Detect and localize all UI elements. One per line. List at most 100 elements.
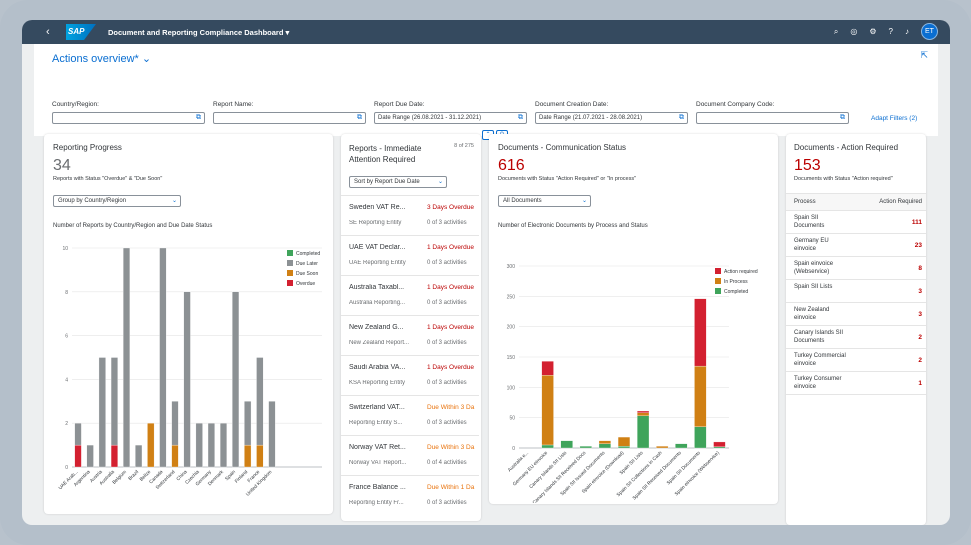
list-item[interactable]: New Zealand G... New Zealand Report... 1 D… — [341, 315, 479, 355]
action-required-count: 111 — [911, 219, 922, 226]
due-date-input[interactable]: Date Range (26.08.2021 - 31.12.2021) ⧉ — [374, 112, 527, 124]
process-name: Turkey Commercial einvoice — [794, 352, 874, 368]
card-title[interactable]: Reports - Immediate Attention Required — [349, 143, 421, 165]
list-item[interactable]: Saudi Arabia VA... KSA Reporting Entity 1 … — [341, 355, 479, 395]
table-row[interactable]: New Zealand einvoice 3 — [786, 303, 926, 326]
filter-company-code: Document Company Code: ⧉ — [696, 101, 849, 124]
kpi-value: 616 — [498, 157, 525, 174]
list-item[interactable]: UAE VAT Declar... UAE Reporting Entity 1 D… — [341, 235, 479, 275]
app-title-text: Document and Reporting Compliance Dashbo… — [108, 27, 284, 37]
filter-country-label: Country/Region: — [52, 101, 99, 108]
help-icon[interactable]: ? — [888, 27, 893, 36]
process-name: Spain SII Documents — [794, 214, 874, 230]
bar-segment — [207, 423, 215, 468]
y-tick-label: 100 — [507, 385, 516, 391]
list-item[interactable]: Switzerland VAT... Reporting Entity S... D… — [341, 395, 479, 435]
report-name-input[interactable]: ⧉ — [213, 112, 366, 124]
calendar-icon[interactable]: ⧉ — [679, 114, 684, 121]
creation-date-input[interactable]: Date Range (21.07.2021 - 28.08.2021) ⧉ — [535, 112, 688, 124]
country-input[interactable]: ⧉ — [52, 112, 205, 124]
process-line1: Turkey Commercial — [794, 353, 846, 359]
bar-segment — [123, 247, 131, 468]
group-by-select[interactable]: Group by Country/Region ⌄ — [53, 195, 181, 207]
y-tick-label: 50 — [509, 416, 515, 422]
legend-swatch — [287, 270, 293, 276]
bar-segment — [541, 375, 554, 446]
value-help-icon[interactable]: ⧉ — [357, 114, 362, 121]
list-item[interactable]: Australia Taxabl... Australia Reporting..… — [341, 275, 479, 315]
y-tick-label: 8 — [65, 290, 68, 296]
app-title[interactable]: Document and Reporting Compliance Dashbo… — [108, 27, 290, 37]
share-icon[interactable]: ⇱ — [920, 50, 928, 60]
x-tick-label: Canary Islands SII Lists — [528, 450, 568, 490]
process-name: Spain einvoice (Webservice) — [794, 260, 874, 276]
bar-segment — [713, 446, 726, 449]
table-row[interactable]: Turkey Consumer einvoice 1 — [786, 372, 926, 395]
reporting-entity: Reporting Entity Fr... — [349, 500, 404, 506]
table-row[interactable]: Turkey Commercial einvoice 2 — [786, 349, 926, 372]
bar-segment — [656, 446, 669, 449]
sort-value: Sort by Report Due Date — [354, 179, 420, 185]
activity-progress: 0 of 4 activities — [427, 460, 467, 466]
legend-label: Completed — [296, 251, 320, 257]
kpi-value: 34 — [53, 157, 71, 174]
card-title[interactable]: Documents - Action Required — [794, 143, 899, 152]
report-name: Australia Taxabl... — [349, 284, 405, 291]
action-required-count: 2 — [918, 357, 922, 364]
bar-segment — [74, 444, 82, 468]
action-required-count: 23 — [914, 242, 922, 249]
value-help-icon[interactable]: ⧉ — [196, 114, 201, 121]
filter-creation-date-label: Document Creation Date: — [535, 101, 609, 108]
table-row[interactable]: Canary Islands SII Documents 2 — [786, 326, 926, 349]
adapt-filters-button[interactable]: Adapt Filters (2) — [871, 115, 918, 122]
search-icon[interactable]: ⌕ — [833, 26, 839, 36]
filter-bar: Actions overview* ⌄ ⇱ Country/Region: ⧉ … — [34, 44, 938, 140]
variant-selector[interactable]: Actions overview* ⌄ — [52, 52, 151, 65]
bar-segment — [268, 401, 276, 468]
company-code-input[interactable]: ⧉ — [696, 112, 849, 124]
bar-segment — [637, 412, 650, 416]
x-tick-label: Finland — [234, 469, 250, 485]
bar-segment — [256, 444, 264, 468]
calendar-icon[interactable]: ⧉ — [518, 114, 523, 121]
card-title[interactable]: Documents - Communication Status — [498, 143, 627, 152]
list-item[interactable]: Norway VAT Ret... Norway VAT Report... Due… — [341, 435, 479, 475]
legend-swatch — [715, 278, 721, 284]
avatar[interactable]: ET — [921, 23, 938, 40]
y-tick-label: 2 — [65, 421, 68, 427]
shell-bar: ‹ SAP Document and Reporting Compliance … — [22, 20, 950, 44]
bar-segment — [617, 436, 631, 447]
value-help-icon[interactable]: ⧉ — [840, 114, 845, 121]
copilot-icon[interactable]: ◎ — [850, 27, 858, 36]
table-row[interactable]: Spain SII Documents 111 — [786, 211, 926, 234]
document-filter-select[interactable]: All Documents ⌄ — [498, 195, 591, 207]
reporting-entity: Reporting Entity S... — [349, 420, 403, 426]
legend-swatch — [287, 250, 293, 256]
back-icon[interactable]: ‹ — [46, 26, 50, 38]
variant-label: Actions overview* — [52, 53, 139, 65]
list-item[interactable]: Sweden VAT Re... SE Reporting Entity 3 Day… — [341, 195, 479, 235]
bar-segment — [159, 247, 167, 468]
card-title[interactable]: Reporting Progress — [53, 143, 122, 152]
report-name: Sweden VAT Re... — [349, 204, 406, 211]
process-line1: Spain SII Lists — [794, 284, 833, 290]
list-item[interactable]: France Balance ... Reporting Entity Fr...… — [341, 475, 479, 515]
apps-icon[interactable]: ⚙ — [869, 27, 877, 36]
action-required-count: 8 — [918, 265, 922, 272]
notification-icon[interactable]: ♪ — [905, 27, 909, 36]
action-required-count: 2 — [918, 334, 922, 341]
legend-label: Due Later — [296, 261, 318, 267]
sort-select[interactable]: Sort by Report Due Date ⌄ — [349, 176, 447, 188]
bar-segment — [617, 446, 631, 449]
sap-logo[interactable]: SAP — [66, 24, 96, 40]
status-badge: Due Within 1 Da — [427, 484, 475, 491]
table-row[interactable]: Spain einvoice (Webservice) 8 — [786, 257, 926, 280]
table-row[interactable]: Spain SII Lists 3 — [786, 280, 926, 303]
reporting-entity: UAE Reporting Entity — [349, 260, 406, 266]
table-row[interactable]: Germany EU einvoice 23 — [786, 234, 926, 257]
bar-segment — [171, 401, 179, 446]
status-badge: 1 Days Overdue — [427, 364, 474, 371]
bar-segment — [135, 444, 143, 468]
